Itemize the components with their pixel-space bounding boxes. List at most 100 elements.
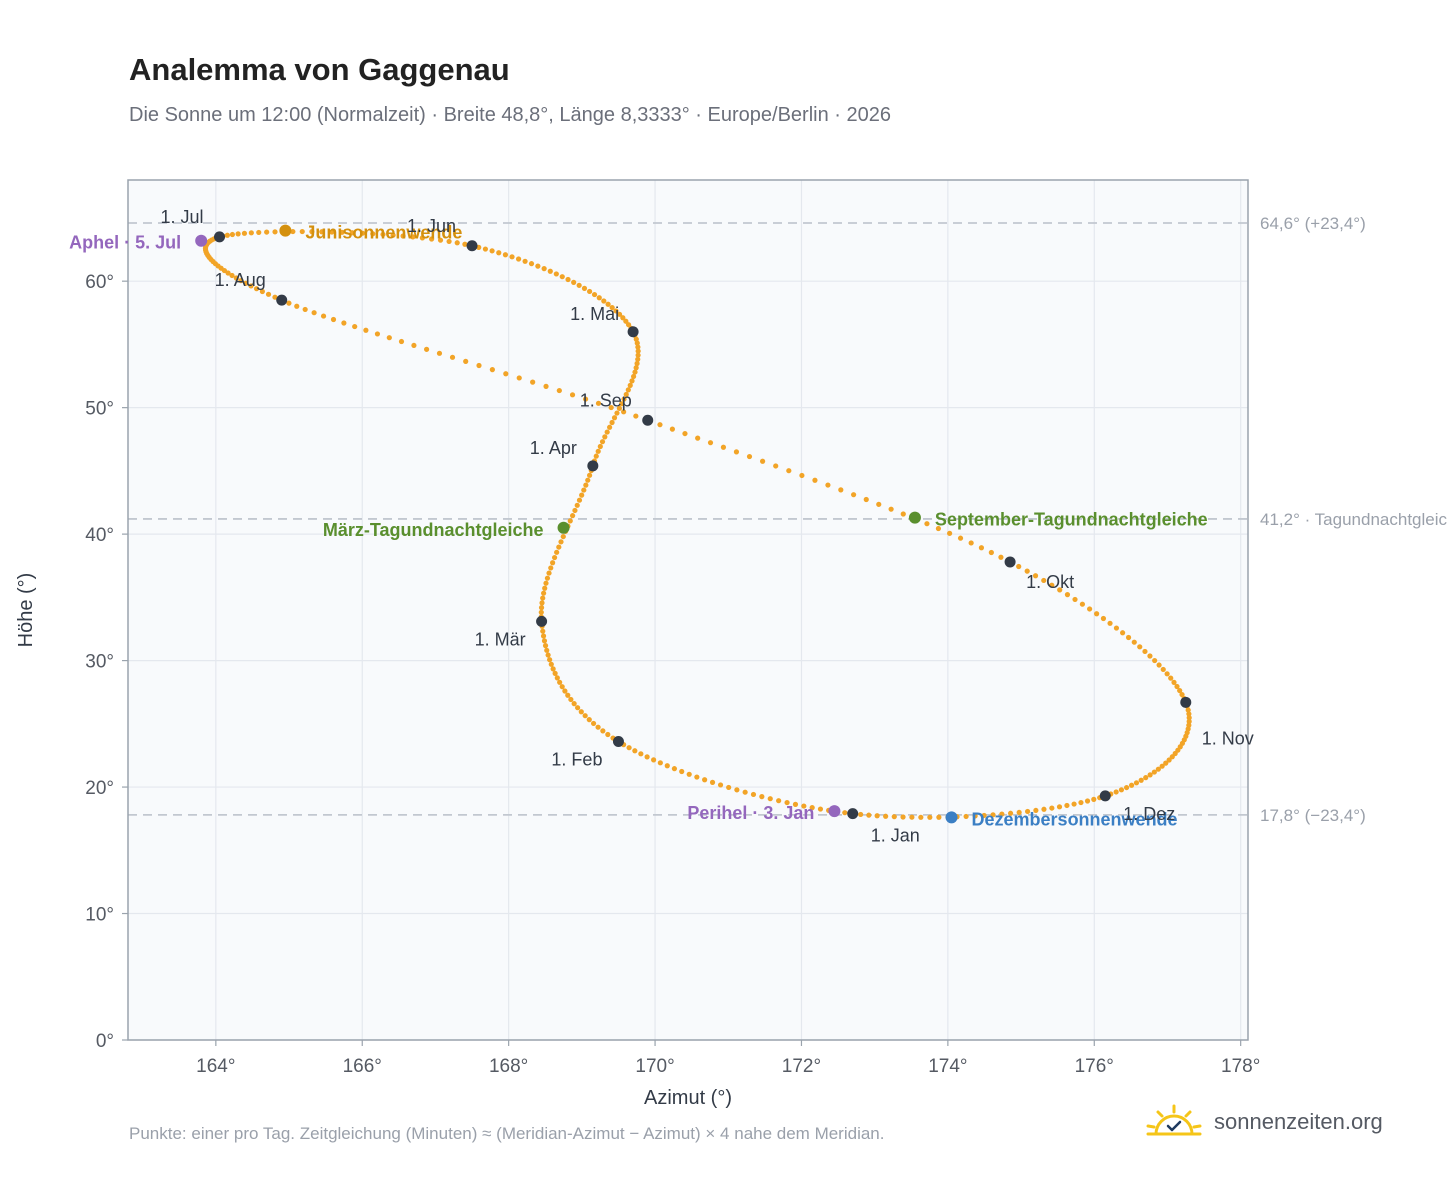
daily-sun-point — [423, 346, 430, 352]
daily-sun-point — [776, 798, 782, 804]
daily-sun-point — [633, 365, 639, 371]
daily-sun-point — [565, 276, 571, 283]
daily-sun-point — [330, 316, 337, 323]
daily-sun-point — [363, 327, 369, 333]
chart-subtitle: Die Sonne um 12:00 (Normalzeit) · Breite… — [129, 104, 891, 126]
sun-check-icon — [1146, 1104, 1202, 1136]
daily-sun-point — [574, 502, 580, 508]
daily-sun-point — [1113, 789, 1119, 795]
daily-sun-point — [1016, 563, 1022, 570]
daily-sun-point — [272, 294, 278, 300]
daily-sun-point — [596, 295, 602, 301]
month-label: 1. Nov — [1202, 728, 1254, 748]
event-marker — [908, 511, 921, 524]
daily-sun-point — [586, 472, 593, 478]
daily-sun-point — [863, 496, 869, 503]
daily-sun-point — [602, 434, 608, 440]
daily-sun-point — [410, 234, 416, 240]
daily-sun-point — [632, 748, 638, 754]
daily-sun-point — [547, 657, 553, 663]
daily-sun-point — [436, 350, 443, 356]
daily-sun-point — [370, 231, 376, 237]
daily-sun-point — [963, 813, 969, 820]
daily-sun-point — [605, 301, 611, 307]
brand[interactable]: sonnenzeiten.org — [1146, 1104, 1383, 1140]
daily-sun-point — [590, 720, 597, 727]
daily-sun-point — [1186, 711, 1192, 717]
daily-sun-point — [546, 570, 552, 576]
month-marker — [1099, 790, 1111, 802]
daily-sun-point — [253, 286, 260, 292]
month-label: 1. Apr — [530, 438, 577, 458]
daily-sun-point — [616, 405, 622, 411]
daily-sun-point — [578, 709, 584, 715]
daily-sun-point — [924, 521, 930, 527]
daily-sun-point — [1033, 807, 1039, 814]
daily-sun-point — [567, 518, 573, 524]
daily-sun-point — [522, 258, 528, 264]
reference-line-label: 41,2° · Tagundnachtgleiche — [1260, 510, 1448, 529]
daily-sun-point — [419, 235, 425, 241]
daily-sun-point — [616, 311, 623, 317]
month-marker — [214, 231, 226, 243]
daily-sun-point — [352, 323, 358, 330]
daily-sun-point — [988, 549, 994, 556]
daily-sun-point — [686, 771, 692, 777]
daily-sun-point — [623, 318, 629, 324]
daily-sun-point — [229, 272, 235, 279]
daily-sun-point — [671, 766, 678, 772]
daily-sun-point — [1163, 760, 1169, 766]
y-tick-label: 60° — [85, 272, 114, 293]
daily-sun-point — [583, 482, 589, 488]
daily-sun-point — [595, 400, 602, 406]
daily-sun-point — [552, 670, 558, 676]
daily-sun-point — [1094, 611, 1100, 617]
daily-sun-point — [259, 288, 265, 295]
month-label: 1. Mär — [475, 629, 526, 649]
chart-title: Analemma von Gaggenau — [129, 52, 510, 87]
daily-sun-point — [1138, 777, 1144, 783]
daily-sun-point — [972, 813, 978, 819]
y-tick-label: 30° — [85, 652, 114, 673]
daily-sun-point — [329, 229, 335, 235]
daily-sun-point — [542, 585, 548, 591]
daily-sun-point — [597, 443, 603, 450]
daily-sun-point — [576, 497, 583, 503]
daily-sun-point — [1152, 657, 1158, 664]
daily-sun-point — [635, 344, 641, 350]
daily-sun-point — [572, 507, 578, 514]
daily-sun-point — [891, 814, 897, 820]
daily-sun-point — [1057, 587, 1063, 593]
daily-sun-point — [516, 375, 522, 381]
event-marker — [279, 224, 292, 237]
daily-sun-point — [248, 283, 254, 289]
daily-sun-point — [309, 229, 315, 235]
daily-sun-point — [1049, 805, 1055, 811]
daily-sun-point — [1143, 775, 1149, 781]
daily-sun-point — [264, 229, 270, 235]
daily-sun-point — [1079, 601, 1086, 607]
daily-sun-point — [679, 768, 685, 775]
daily-sun-point — [1156, 662, 1162, 668]
daily-sun-point — [1128, 782, 1135, 788]
event-label: Junisonnenwende — [305, 223, 462, 243]
daily-sun-point — [1007, 810, 1014, 816]
daily-sun-point — [550, 666, 556, 672]
daily-sun-point — [550, 560, 556, 566]
daily-sun-point — [957, 535, 964, 541]
daily-sun-point — [586, 717, 592, 723]
daily-sun-point — [883, 813, 889, 819]
event-marker — [195, 234, 208, 247]
reference-line-label: 17,8° (−23,4°) — [1260, 806, 1366, 825]
daily-sun-point — [1137, 644, 1143, 650]
daily-sun-point — [999, 811, 1005, 817]
x-tick-label: 174° — [928, 1056, 967, 1077]
daily-sun-point — [539, 600, 545, 606]
daily-sun-point — [1032, 573, 1039, 579]
daily-sun-point — [773, 463, 779, 469]
daily-sun-point — [720, 444, 727, 450]
daily-sun-point — [644, 754, 650, 760]
daily-sun-point — [560, 533, 566, 540]
month-marker — [847, 808, 859, 820]
brand-name[interactable]: sonnenzeiten.org — [1214, 1109, 1383, 1134]
